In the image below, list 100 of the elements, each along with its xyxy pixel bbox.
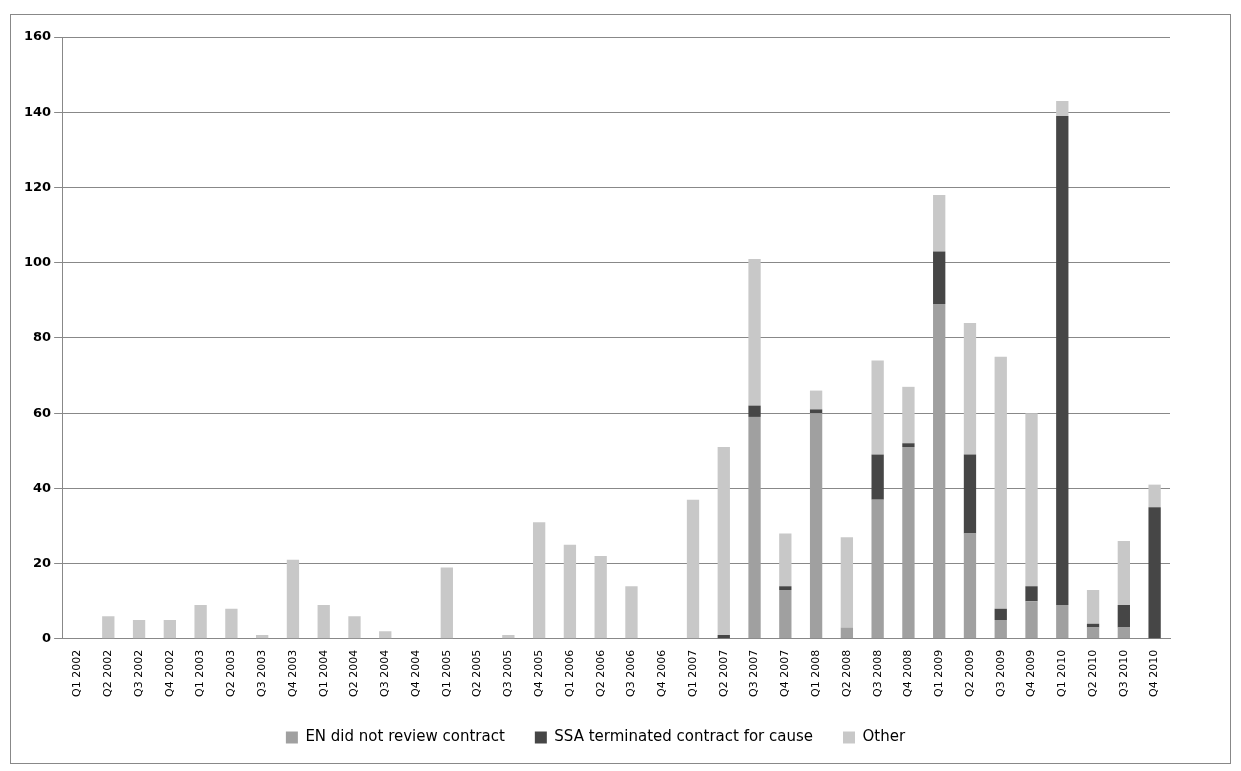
bar [1148,484,1161,508]
bar [686,499,700,639]
x-tick-label: Q2 2009 [962,649,976,698]
bar [902,447,915,639]
bar [994,608,1007,621]
bar [1086,623,1100,628]
bar [933,194,946,252]
bar [809,409,823,414]
bar [963,322,977,455]
x-tick-label: Q1 2003 [193,649,207,698]
bar [348,616,361,639]
x-tick-label: Q1 2009 [932,649,946,698]
x-tick-label: Q1 2006 [562,649,576,698]
bar [1086,589,1100,624]
x-tick-label: Q3 2009 [993,649,1007,698]
bar [748,405,761,417]
bar [871,360,884,455]
legend-label: Other [862,727,906,746]
y-tick-label: 0 [42,630,52,646]
x-tick-label: Q1 2004 [316,649,330,698]
x-tick-label: Q1 2010 [1055,649,1069,698]
bar [132,620,146,639]
bar [994,620,1007,639]
x-tick-label: Q3 2002 [131,649,145,698]
bar [871,499,884,639]
bar [1148,507,1161,639]
x-tick-label: Q4 2005 [531,649,545,698]
bar [779,533,792,587]
bar [994,356,1007,609]
y-tick-label: 80 [33,329,52,345]
bar [532,522,546,639]
bar [748,416,761,639]
bar [717,635,730,639]
x-tick-label: Q1 2008 [808,649,822,698]
bar [1117,541,1130,605]
bar [625,586,638,639]
x-tick-label: Q4 2004 [408,649,422,698]
x-tick-label: Q2 2002 [101,649,115,698]
bar [1056,605,1069,639]
x-tick-label: Q4 2006 [655,649,669,698]
bar [1025,413,1038,587]
bar [1025,601,1038,639]
x-tick-label: Q4 2002 [162,649,176,698]
bar [717,447,730,636]
bar [1117,627,1130,639]
bar [748,258,761,406]
x-tick-label: Q2 2008 [839,649,853,698]
bar [840,627,854,639]
bar [933,251,946,305]
bar [779,586,792,590]
bar [963,533,977,639]
x-tick-label: Q3 2006 [624,649,638,698]
bar [871,454,884,500]
bar [809,413,823,639]
legend-label: EN did not review contract [305,727,505,746]
x-tick-label: Q2 2003 [224,649,238,698]
bar [933,304,946,639]
bar [379,631,392,639]
bar [1025,586,1038,602]
x-tick-label: Q3 2010 [1116,649,1130,698]
bar [1086,627,1100,639]
x-tick-label: Q3 2008 [870,649,884,698]
x-tick-label: Q4 2009 [1024,649,1038,698]
bar [102,616,115,639]
x-tick-label: Q2 2006 [593,649,607,698]
y-tick-label: 60 [33,404,52,420]
x-tick-label: Q3 2003 [255,649,269,698]
bar [502,635,515,639]
bar [286,559,300,639]
bar [163,620,176,639]
x-tick-label: Q3 2007 [747,649,761,698]
bar [1056,115,1069,605]
bar [594,556,607,639]
bar [225,608,238,639]
bar [1056,100,1069,116]
x-tick-label: Q3 2005 [501,649,515,698]
x-tick-label: Q1 2007 [685,649,699,698]
x-tick-label: Q2 2007 [716,649,730,698]
bar [902,443,915,448]
bar [809,390,823,410]
x-tick-label: Q4 2007 [778,649,792,698]
y-tick-label: 160 [24,28,52,44]
x-tick-label: Q4 2010 [1147,649,1161,698]
x-tick-label: Q1 2002 [70,649,84,698]
bar [440,567,453,639]
bar [317,605,330,639]
x-tick-label: Q4 2003 [285,649,299,698]
y-tick-label: 140 [24,103,52,119]
x-tick-label: Q2 2004 [347,649,361,698]
bar [194,605,207,639]
bar [840,537,854,628]
bar [563,544,577,639]
y-tick-label: 20 [33,555,52,570]
x-tick-label: Q2 2005 [470,649,484,698]
x-tick-label: Q1 2005 [439,649,453,698]
y-tick-label: 40 [33,479,52,495]
bar [256,635,269,639]
bar [902,386,915,444]
x-tick-label: Q4 2008 [901,649,915,698]
y-tick-label: 100 [24,254,52,270]
